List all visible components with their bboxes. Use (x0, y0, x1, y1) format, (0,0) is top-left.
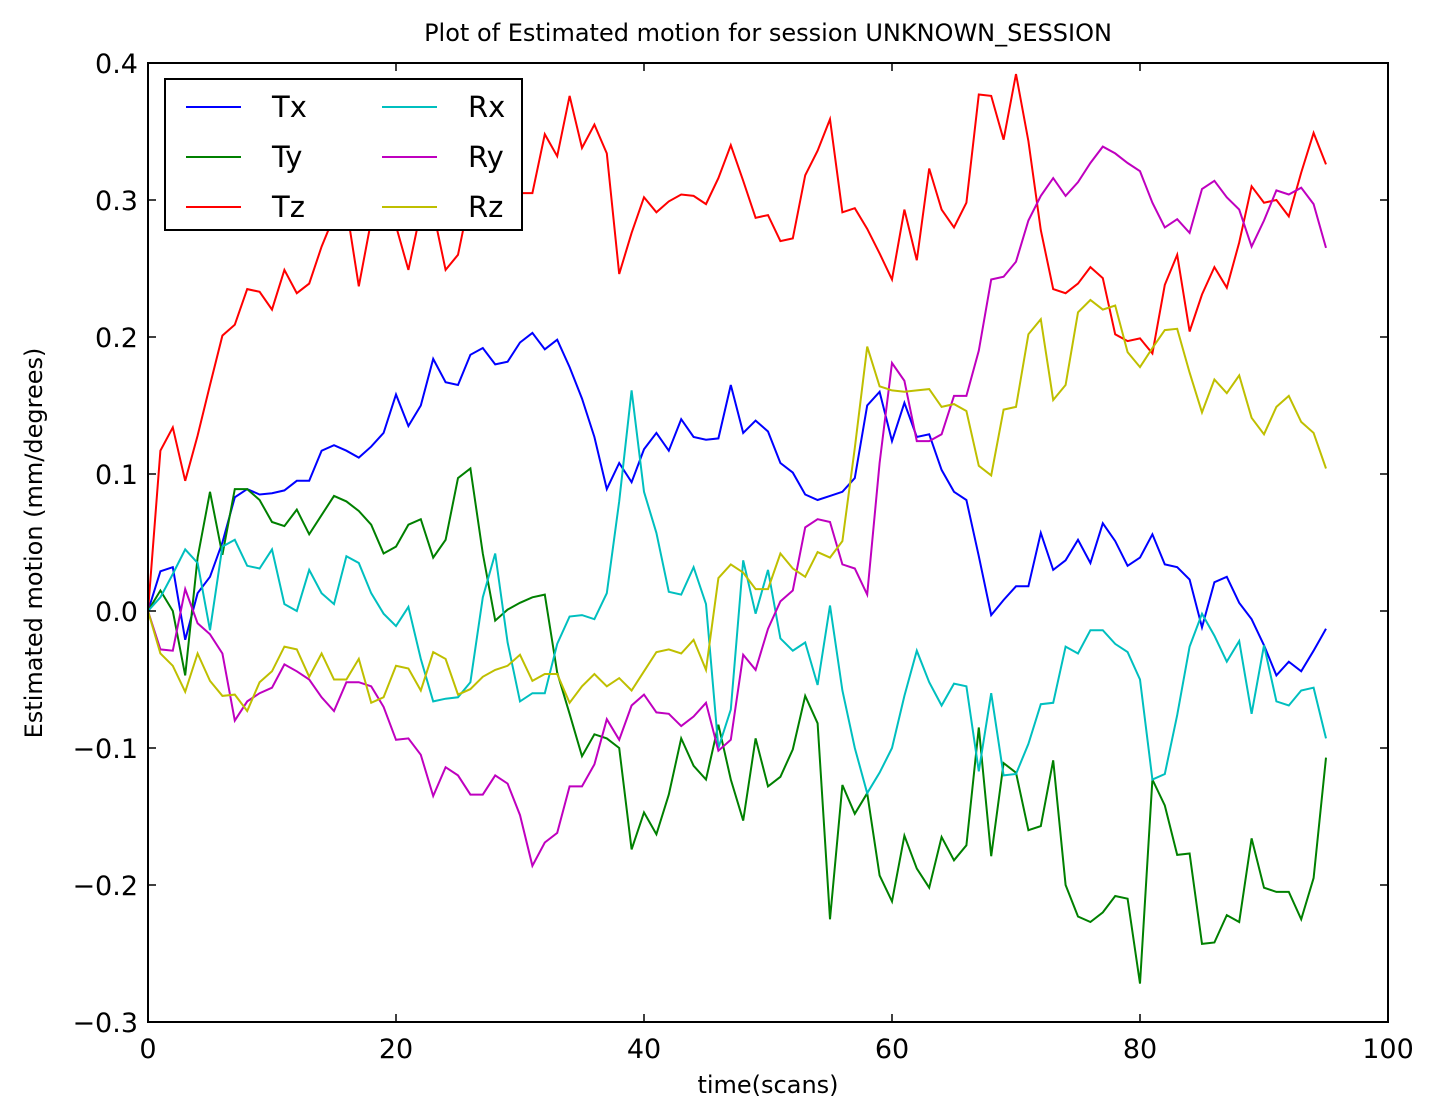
legend-label-rx: Rx (468, 90, 505, 124)
series-line-ty (147, 466, 1327, 984)
chart-title: Plot of Estimated motion for session UNK… (424, 19, 1112, 47)
y-tick-label: 0.3 (95, 186, 138, 217)
x-tick-label: 60 (875, 1034, 909, 1065)
series-line-rz (147, 298, 1327, 713)
x-tick-label: 20 (379, 1034, 413, 1065)
x-ticks: 0 20 40 60 80 100 (139, 63, 1414, 1065)
y-ticks: −0.3 −0.2 −0.1 0.0 0.1 0.2 0.3 0.4 (72, 49, 1388, 1039)
y-tick-label: −0.3 (72, 1008, 138, 1039)
y-tick-label: 0.1 (95, 460, 138, 491)
series-line-tx (147, 331, 1327, 678)
y-tick-label: −0.1 (72, 734, 138, 765)
series-line-ry (147, 145, 1327, 869)
y-tick-label: 0.4 (95, 49, 138, 80)
y-tick-label: −0.2 (72, 871, 138, 902)
y-tick-label: 0.0 (95, 597, 138, 628)
legend: Tx Ty Tz Rx Ry Rz (164, 78, 523, 231)
legend-label-tx: Tx (271, 90, 307, 124)
legend-label-rz: Rz (468, 190, 503, 224)
series-line-rx (147, 390, 1327, 796)
x-tick-label: 100 (1362, 1034, 1414, 1065)
plot-frame (147, 62, 1389, 1023)
x-tick-label: 0 (139, 1034, 156, 1065)
y-axis-label: Estimated motion (mm/degrees) (20, 348, 48, 739)
x-axis-label: time(scans) (697, 1071, 838, 1099)
legend-label-ty: Ty (271, 140, 302, 174)
x-tick-label: 80 (1123, 1034, 1157, 1065)
y-tick-label: 0.2 (95, 323, 138, 354)
legend-frame (164, 78, 523, 231)
legend-label-ry: Ry (468, 140, 504, 174)
legend-label-tz: Tz (271, 190, 305, 224)
x-tick-label: 40 (627, 1034, 661, 1065)
